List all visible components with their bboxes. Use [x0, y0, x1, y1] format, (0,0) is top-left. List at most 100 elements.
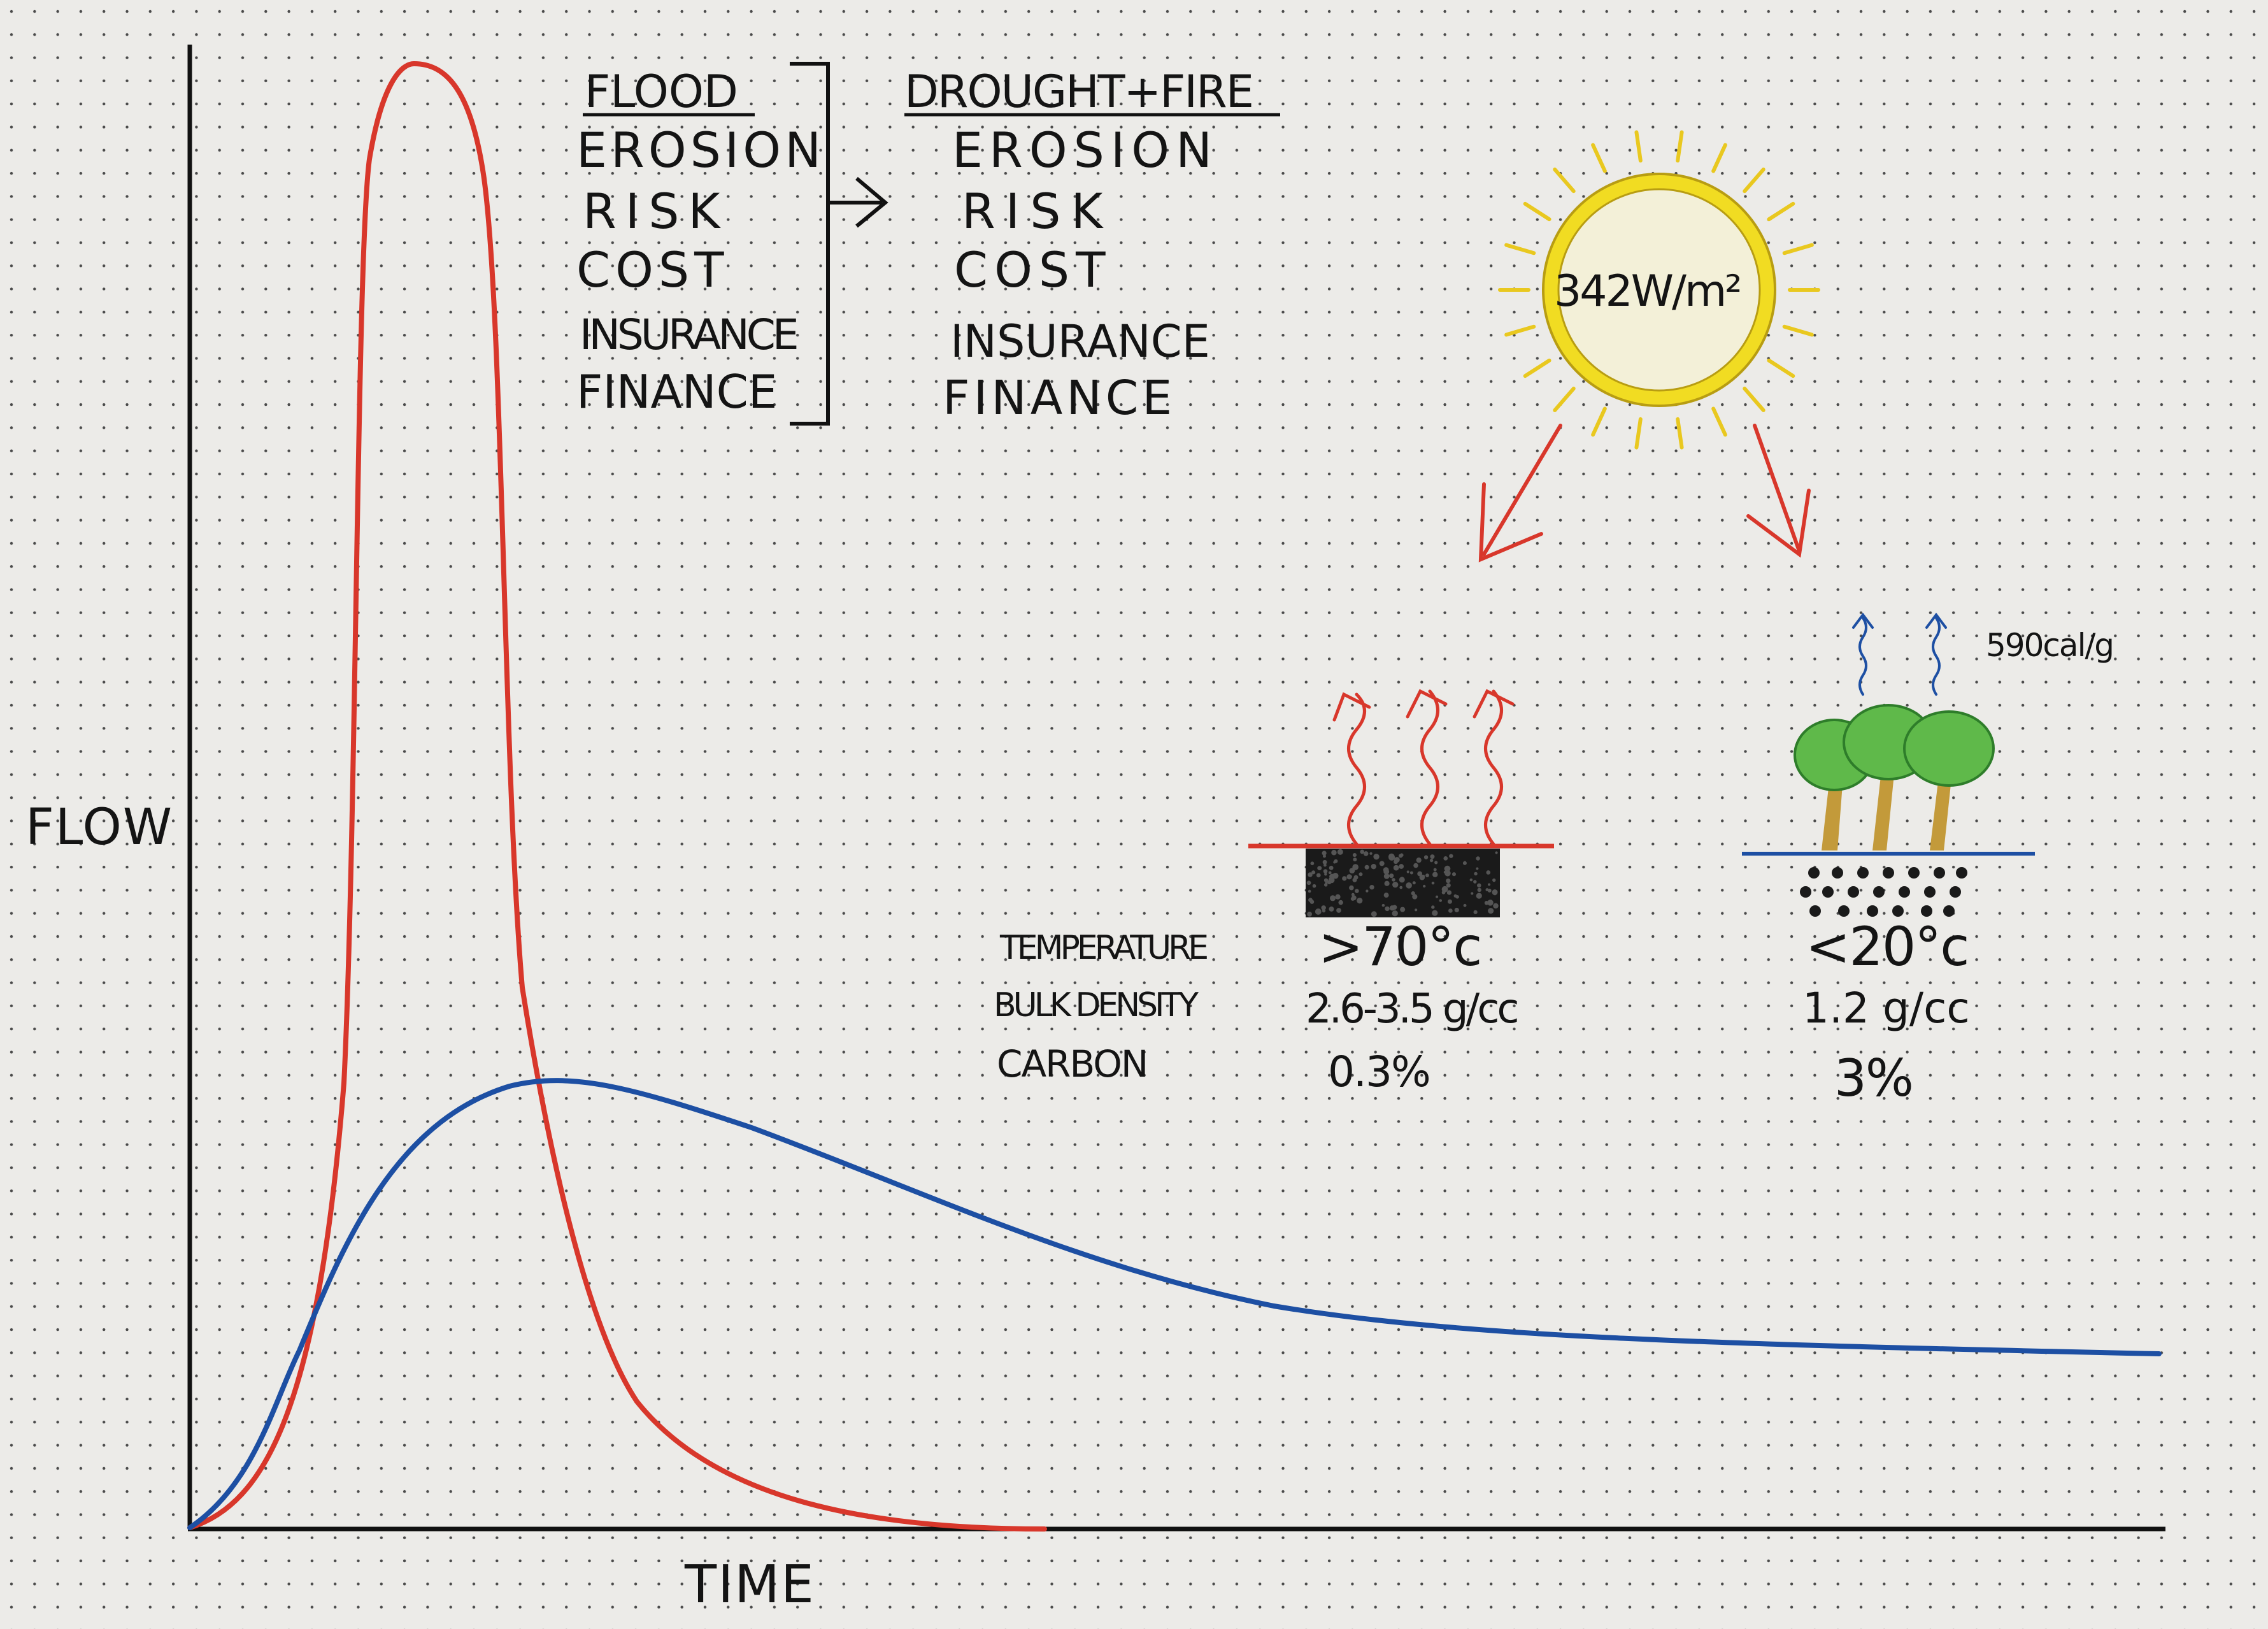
soil-aggregate [1883, 867, 1894, 879]
soil-grain [1462, 861, 1467, 865]
soil-grain [1415, 908, 1418, 912]
soil-grain [1342, 876, 1347, 881]
vegetated-bulk-density: 1.2 g/cc [1802, 984, 1970, 1033]
soil-grain [1371, 863, 1376, 870]
sun-icon: 342W/m² [1498, 130, 1820, 450]
soil-grain [1446, 883, 1451, 888]
soil-grain [1373, 854, 1380, 860]
sun-ray [1743, 168, 1765, 194]
soil-grain [1409, 871, 1413, 875]
y-axis-label: FLOW [25, 799, 173, 856]
soil-grain [1432, 872, 1438, 877]
soil-grain [1334, 859, 1338, 863]
soil-grain [1393, 865, 1399, 871]
bare-soil-scene [1248, 689, 1554, 917]
soil-grain [1425, 873, 1429, 877]
soil-grain [1448, 908, 1453, 913]
flood-title: FLOOD [585, 66, 738, 118]
soil-grain [1351, 895, 1357, 901]
soil-grain [1477, 887, 1481, 893]
chart-axes [187, 45, 2165, 1532]
sun-ray [1711, 143, 1727, 173]
soil-grain [1309, 900, 1315, 904]
soil-property-table: TEMPERATURE BULK DENSITY CARBON >70°c 2.… [994, 915, 1970, 1108]
soil-aggregate [1848, 886, 1859, 898]
soil-grain [1487, 883, 1491, 886]
soil-grain [1398, 854, 1403, 858]
soil-grain [1477, 883, 1481, 888]
soil-grain [1332, 873, 1339, 879]
soil-grain [1446, 878, 1451, 884]
soil-grain [1369, 884, 1374, 890]
soil-grain [1357, 898, 1363, 904]
soil-grain [1399, 886, 1403, 889]
soil-grain [1473, 910, 1478, 914]
evaporation-wave [1932, 617, 1941, 696]
sun-disc [1544, 175, 1774, 405]
soil-grain [1379, 861, 1385, 866]
soil-grain [1417, 871, 1423, 877]
soil-grain [1493, 892, 1497, 896]
soil-grain [1487, 900, 1494, 906]
soil-grain [1476, 867, 1479, 870]
soil-grain [1323, 869, 1328, 873]
soil-grain [1353, 875, 1359, 880]
soil-grain [1413, 863, 1418, 868]
soil-grain [1335, 894, 1341, 900]
soil-grain [1436, 895, 1439, 898]
evaporation-wave [1858, 617, 1867, 696]
soil-grain [1446, 890, 1452, 895]
sun-ray [1676, 130, 1684, 163]
soil-aggregate [1867, 905, 1878, 917]
soil-grain [1471, 892, 1474, 895]
tree-trunk [1872, 764, 1895, 850]
flood-item: INSURANCE [580, 310, 797, 359]
tree-canopy [1903, 710, 1995, 787]
soil-grain [1495, 851, 1498, 854]
evaporation-label: 590cal/g [1986, 627, 2113, 664]
sun-disc-inner-outline [1557, 188, 1761, 392]
soil-aggregate [1800, 886, 1811, 898]
soil-grain [1433, 868, 1437, 872]
soil-grain [1312, 884, 1316, 888]
soil-grain [1329, 906, 1334, 912]
soil-aggregate [1943, 905, 1955, 917]
soil-aggregate [1873, 886, 1885, 898]
sun-ray [1711, 406, 1727, 437]
soil-aggregate [1956, 867, 1967, 879]
soil-grain [1306, 880, 1311, 886]
soil-grain [1315, 908, 1322, 915]
soil-grain [1399, 864, 1404, 869]
soil-aggregate [1921, 905, 1932, 917]
soil-grain [1392, 881, 1399, 888]
soil-grain [1383, 893, 1389, 898]
drought-item: EROSION [952, 122, 1218, 178]
row-label-temperature: TEMPERATURE [999, 929, 1207, 967]
soil-grain [1429, 858, 1434, 863]
soil-aggregate [1924, 886, 1936, 898]
soil-grain [1383, 873, 1390, 879]
soil-grain [1371, 911, 1377, 917]
soil-grain [1308, 872, 1313, 877]
soil-grain [1416, 858, 1422, 863]
soil-grain [1430, 854, 1435, 859]
sun-ray [1767, 201, 1795, 222]
soil-grain [1327, 880, 1332, 885]
bare-carbon: 0.3% [1328, 1047, 1430, 1096]
soil-grain [1363, 851, 1369, 856]
x-axis-label: TIME [684, 1554, 815, 1615]
sun-ray [1504, 324, 1536, 337]
drought-item: COST [954, 241, 1112, 298]
soil-grain [1322, 854, 1327, 858]
soil-grain [1432, 910, 1438, 916]
soil-grain [1352, 853, 1357, 858]
flood-curve [187, 61, 1047, 1532]
tree-icon [1903, 710, 1995, 850]
heat-wave-arrow-icon [1406, 689, 1448, 719]
soil-grain [1422, 875, 1425, 878]
sun-rays [1498, 130, 1820, 450]
soil-grain [1476, 856, 1480, 861]
soil-grain [1352, 864, 1359, 870]
sun-ray [1591, 143, 1607, 173]
